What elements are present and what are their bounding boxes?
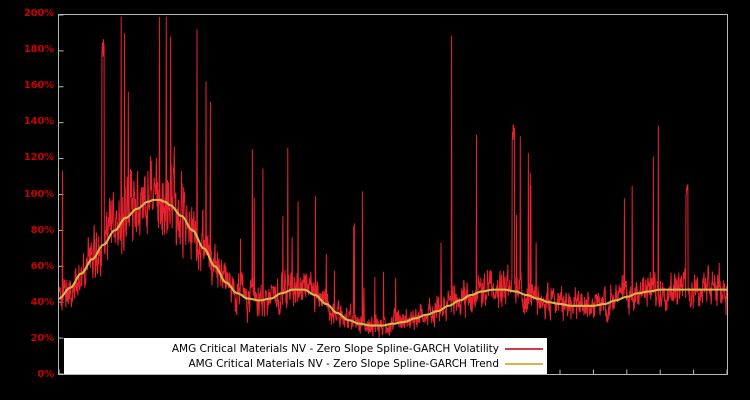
y-tick-label-100: 100% xyxy=(23,188,54,200)
y-tick-label-40: 40% xyxy=(30,296,55,308)
y-tick-label-60: 60% xyxy=(30,260,55,272)
y-tick-label-0: 0% xyxy=(37,369,54,380)
y-tick-label-120: 120% xyxy=(23,152,54,164)
legend-swatch-volatility xyxy=(505,347,543,350)
legend-entry-trend: AMG Critical Materials NV - Zero Slope S… xyxy=(64,356,547,371)
legend-swatch-trend xyxy=(505,362,543,365)
y-tick-label-80: 80% xyxy=(30,224,55,236)
legend-entry-volatility: AMG Critical Materials NV - Zero Slope S… xyxy=(64,341,547,356)
y-tick-label-140: 140% xyxy=(23,116,54,128)
chart-legend: AMG Critical Materials NV - Zero Slope S… xyxy=(64,338,547,374)
legend-label-trend: AMG Critical Materials NV - Zero Slope S… xyxy=(188,357,499,370)
y-tick-label-200: 200% xyxy=(23,8,54,19)
chart-canvas xyxy=(59,15,727,374)
plot-area xyxy=(58,14,728,375)
y-tick-label-180: 180% xyxy=(23,44,54,56)
volatility-series xyxy=(59,16,727,338)
y-tick-label-20: 20% xyxy=(30,332,55,344)
legend-label-volatility: AMG Critical Materials NV - Zero Slope S… xyxy=(171,342,499,355)
y-tick-label-160: 160% xyxy=(23,80,54,92)
trend-series xyxy=(59,198,727,327)
y-axis: 200% 180% 160% 140% 120% 100% 80% 60% 40… xyxy=(0,0,54,400)
